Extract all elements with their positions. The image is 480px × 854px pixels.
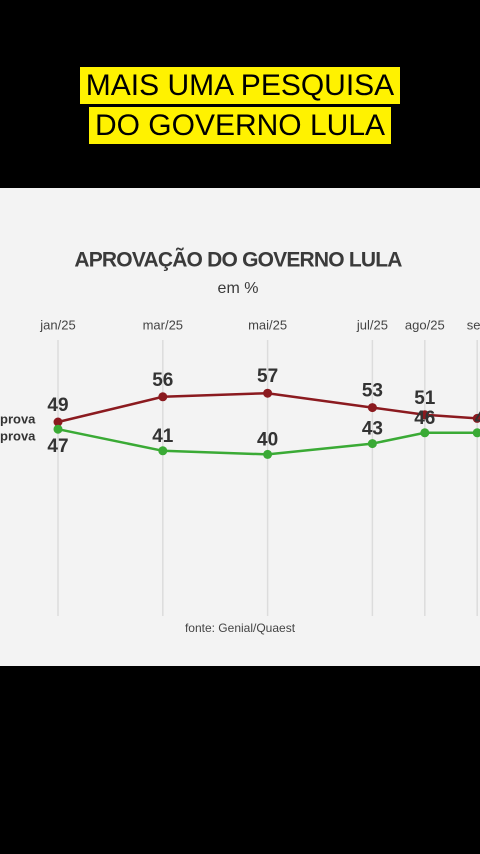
source: fonte: Genial/Quaest: [185, 621, 296, 635]
legend-label: prova: [0, 429, 36, 444]
data-point: [158, 392, 168, 402]
value-label: 49: [47, 395, 68, 416]
value-label: 46: [475, 408, 480, 429]
value-label: 47: [47, 436, 68, 457]
x-tick-label: ago/25: [405, 317, 445, 332]
data-point: [158, 446, 168, 456]
value-label: 57: [257, 366, 278, 387]
caption-box: MAIS UMA PESQUISA DO GOVERNO LULA: [0, 66, 480, 146]
data-point: [367, 403, 377, 413]
x-tick-label: mai/25: [248, 317, 287, 332]
value-label: 40: [257, 429, 278, 450]
value-label: 46: [414, 408, 435, 429]
caption: MAIS UMA PESQUISA DO GOVERNO LULA: [79, 67, 401, 144]
data-point: [53, 417, 63, 427]
series-line: [57, 427, 478, 456]
data-point: [472, 413, 480, 423]
chart: APROVAÇÃO DO GOVERNO LULA em % fonte: Ge…: [0, 188, 480, 666]
series-line: [57, 391, 478, 424]
value-label: 56: [152, 370, 173, 391]
x-tick-label: jan/25: [39, 317, 75, 332]
value-label: 41: [152, 426, 174, 447]
value-label: 43: [362, 419, 383, 440]
data-point: [420, 410, 430, 420]
x-tick-label: mar/25: [143, 317, 183, 332]
value-label: 53: [362, 381, 383, 402]
data-point: [367, 439, 377, 449]
chart-background: [0, 188, 480, 666]
data-point: [420, 428, 430, 438]
legend-label: prova: [0, 411, 36, 426]
x-tick-label: set/: [467, 317, 480, 332]
data-point: [263, 388, 273, 398]
value-label: 51: [414, 388, 436, 409]
data-point: [53, 424, 63, 434]
data-point: [263, 449, 273, 459]
chart-title: APROVAÇÃO DO GOVERNO LULA: [74, 249, 402, 272]
chart-subtitle: em %: [218, 280, 259, 297]
data-point: [472, 428, 480, 438]
x-tick-label: jul/25: [356, 317, 388, 332]
